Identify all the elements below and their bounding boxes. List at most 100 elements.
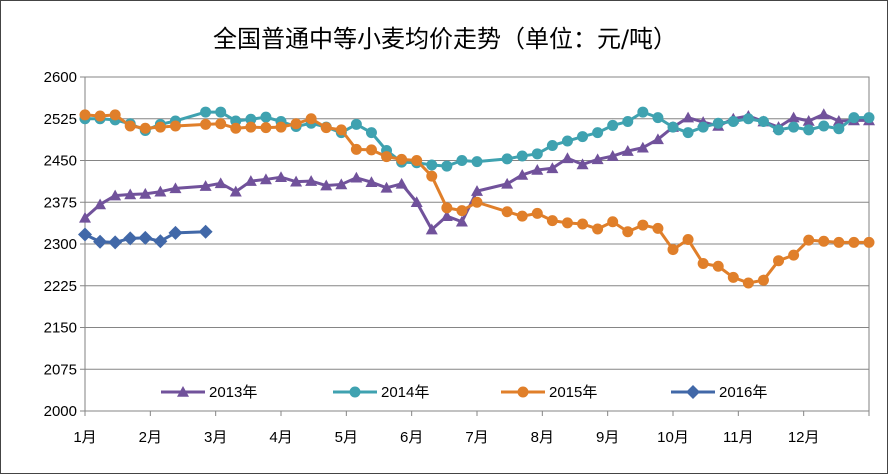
legend: 2013年 2014年 2015年 2016年 [161,384,767,401]
data-point [395,177,408,189]
legend-label: 2013年 [209,384,257,401]
data-point [200,106,212,118]
data-point [712,260,724,272]
legend-label: 2015年 [549,384,597,401]
x-tick-label: 10月 [657,429,689,446]
data-point [802,114,815,126]
legend-label: 2016年 [719,384,767,401]
data-point [200,118,212,130]
series-2 [79,106,875,172]
x-tick-label: 6月 [400,429,423,446]
data-point [591,153,604,165]
data-point [124,188,137,200]
data-point [817,108,830,120]
data-point [471,185,483,196]
data-point [607,119,619,131]
data-point [577,131,589,143]
data-point [788,249,800,261]
data-point [396,153,408,165]
data-point [727,116,739,128]
data-point [108,235,123,250]
legend-swatch-marker [349,386,361,398]
data-point [471,196,483,208]
data-point [350,171,363,183]
series-3 [79,109,875,289]
data-point [168,225,183,240]
x-tick-label: 4月 [269,429,292,446]
data-point [199,180,212,191]
legend-item: 2016年 [671,384,767,401]
data-point [516,168,529,180]
data-point [682,234,694,246]
data-point [757,274,769,286]
x-tick-label: 12月 [788,429,820,446]
data-point [124,120,136,132]
data-point [320,122,332,134]
data-point [622,226,634,238]
y-tick-label: 2600 [44,69,77,86]
y-tick-label: 2525 [44,111,77,128]
data-point [380,181,393,193]
data-point [561,152,574,164]
data-point [138,230,153,245]
data-point [742,113,754,125]
data-point [773,255,785,267]
data-point [244,175,257,186]
data-point [577,218,589,230]
data-point [697,121,709,133]
data-point [426,170,438,182]
data-point [546,162,559,174]
data-point [637,106,649,118]
legend-item: 2014年 [333,384,429,401]
data-point [275,121,287,133]
data-point [94,198,107,210]
data-point [546,139,558,151]
data-point [501,153,513,165]
series-4 [78,224,213,250]
data-point [787,111,800,123]
data-point [78,227,92,242]
data-point [169,182,182,194]
x-tick-label: 1月 [73,429,96,446]
data-point [682,111,695,123]
y-tick-label: 2300 [44,236,77,253]
data-point [516,150,528,162]
y-tick-label: 2375 [44,194,77,211]
data-point [440,210,453,221]
legend-swatch-marker [177,386,189,397]
data-point [833,123,845,135]
x-tick-label: 9月 [596,429,619,446]
data-point [561,217,573,229]
data-point [697,257,709,269]
data-point [803,124,815,136]
series-layer [78,106,875,289]
data-point [441,202,453,214]
x-tick-label: 7月 [465,429,488,446]
data-point [425,223,438,235]
series-1 [79,108,875,235]
data-point [350,143,362,155]
data-point [652,222,664,234]
data-point [365,176,378,188]
chart-title: 全国普通中等小麦均价走势（单位：元/吨） [213,25,677,53]
data-point [592,127,604,139]
data-point [441,160,453,172]
data-point [230,122,242,134]
data-point [275,171,287,182]
data-point [154,121,166,133]
data-point [109,109,121,121]
data-point [260,111,272,123]
data-point [79,109,91,121]
data-point [833,236,845,248]
data-point [290,175,303,187]
data-point [531,148,543,160]
data-point [863,112,875,124]
data-point [501,177,514,189]
legend-item: 2013年 [161,384,257,401]
data-point [788,121,800,133]
data-point [93,234,108,249]
data-point [198,224,213,239]
y-tick-label: 2450 [44,153,77,170]
